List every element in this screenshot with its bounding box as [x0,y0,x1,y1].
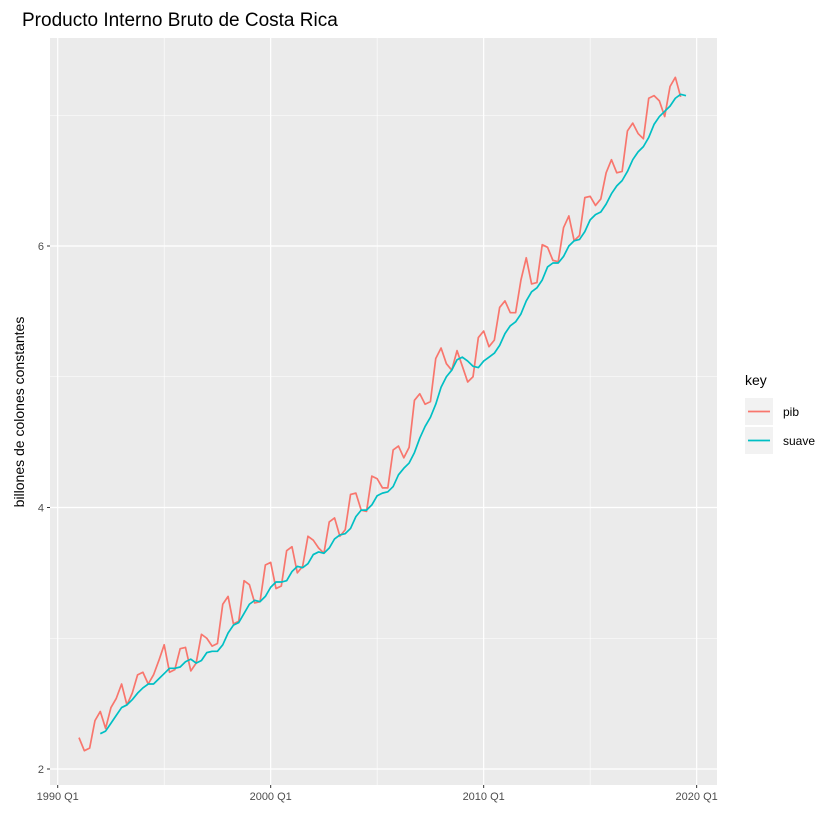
legend: key pib suave [745,372,815,454]
x-tick-label: 2020 Q1 [676,791,718,803]
grid [50,38,717,785]
series-line-suave [99,93,687,735]
plot-panel [50,38,717,785]
y-tick-label: 2 [38,764,44,776]
y-tick-label: 4 [38,503,44,515]
legend-title: key [745,372,767,388]
y-axis: 2 4 6 [38,241,50,776]
legend-label-suave: suave [783,434,815,448]
x-tick-label: 2010 Q1 [463,791,505,803]
x-axis: 1990 Q1 2000 Q1 2010 Q1 2020 Q1 [37,785,718,803]
x-tick-label: 1990 Q1 [37,791,79,803]
y-tick-label: 6 [38,241,44,253]
series-lines [78,76,687,752]
y-axis-title: billones de colones constantes [11,317,27,508]
legend-label-pib: pib [783,405,799,419]
series-line-pib [78,76,682,752]
x-tick-label: 2000 Q1 [250,791,292,803]
chart-title: Producto Interno Bruto de Costa Rica [22,10,338,31]
